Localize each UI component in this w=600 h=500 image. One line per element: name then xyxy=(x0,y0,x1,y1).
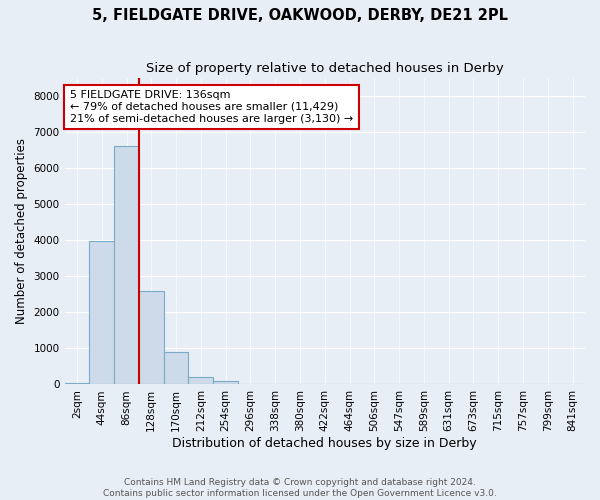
Text: Contains HM Land Registry data © Crown copyright and database right 2024.
Contai: Contains HM Land Registry data © Crown c… xyxy=(103,478,497,498)
Text: 5 FIELDGATE DRIVE: 136sqm
← 79% of detached houses are smaller (11,429)
21% of s: 5 FIELDGATE DRIVE: 136sqm ← 79% of detac… xyxy=(70,90,353,124)
Bar xyxy=(188,378,213,384)
Bar xyxy=(89,242,114,384)
Bar xyxy=(213,381,238,384)
Title: Size of property relative to detached houses in Derby: Size of property relative to detached ho… xyxy=(146,62,503,76)
Y-axis label: Number of detached properties: Number of detached properties xyxy=(15,138,28,324)
Bar xyxy=(164,352,188,384)
X-axis label: Distribution of detached houses by size in Derby: Distribution of detached houses by size … xyxy=(172,437,477,450)
Bar xyxy=(139,292,164,384)
Bar xyxy=(114,146,139,384)
Text: 5, FIELDGATE DRIVE, OAKWOOD, DERBY, DE21 2PL: 5, FIELDGATE DRIVE, OAKWOOD, DERBY, DE21… xyxy=(92,8,508,22)
